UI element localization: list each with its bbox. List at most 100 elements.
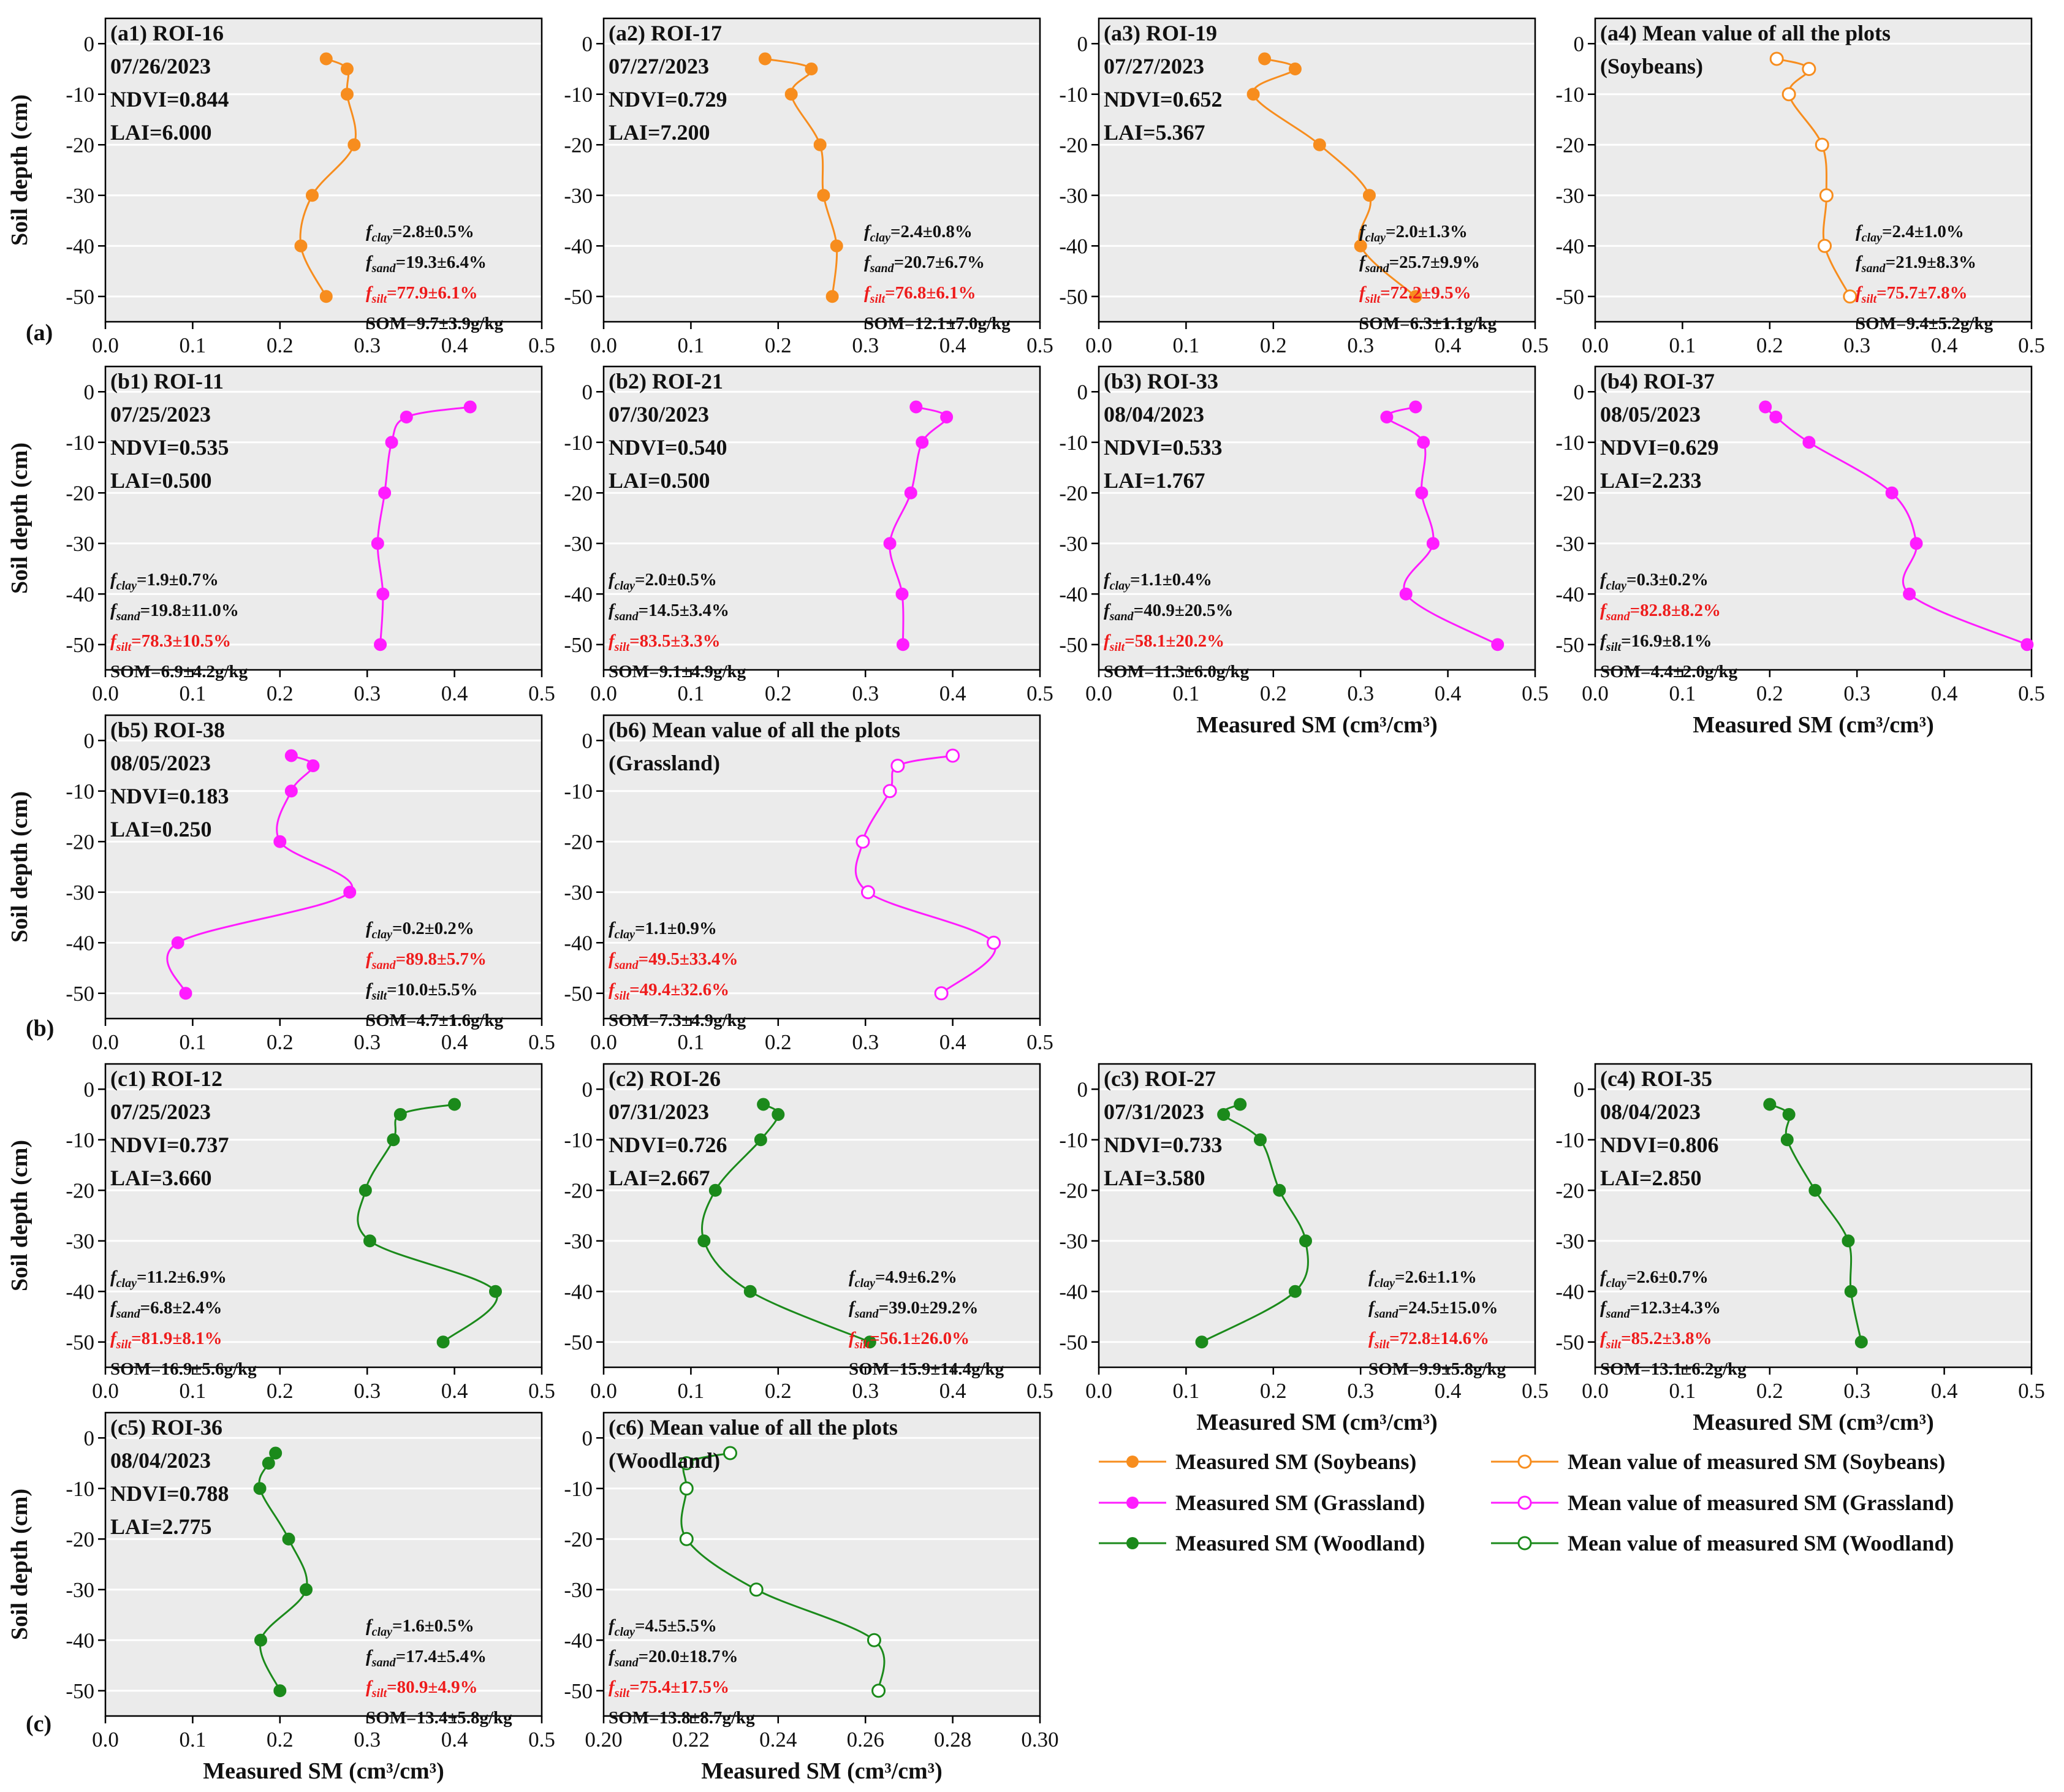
y-axis-label: Soil depth (cm) xyxy=(7,791,32,943)
x-axis-label: Measured SM (cm³/cm³) xyxy=(1693,1410,1934,1435)
x-axis-label: Measured SM (cm³/cm³) xyxy=(1196,1410,1438,1435)
data-point xyxy=(697,1234,711,1248)
fraction-subscript: sand xyxy=(614,610,639,623)
som-value: SOM=11.3±6.0g/kg xyxy=(1104,662,1250,681)
som-value: SOM=4.4±2.0g/kg xyxy=(1600,662,1738,681)
fraction-subscript: sand xyxy=(1606,1307,1631,1321)
fraction-subscript: silt xyxy=(116,640,132,654)
fraction-value: =72.8±14.6% xyxy=(1389,1329,1489,1348)
y-tick-label: -30 xyxy=(1059,532,1088,556)
panel-title-line: LAI=0.250 xyxy=(110,817,212,841)
x-tick-label: 0.30 xyxy=(1021,1728,1058,1752)
fraction-value: =1.6±0.5% xyxy=(392,1616,474,1636)
y-tick-label: 0 xyxy=(1574,380,1585,404)
x-tick-label: 0.0 xyxy=(590,681,617,705)
fraction-subscript: clay xyxy=(372,231,392,245)
y-tick-label: -20 xyxy=(564,1527,593,1551)
x-tick-label: 0.5 xyxy=(528,681,555,705)
y-tick-label: -30 xyxy=(66,532,94,556)
fraction-subscript: sand xyxy=(371,1656,396,1669)
data-point xyxy=(306,759,320,772)
y-tick-label: -30 xyxy=(1059,1229,1088,1253)
data-point xyxy=(882,784,897,799)
data-point xyxy=(934,986,949,1001)
x-tick-label: 0.3 xyxy=(852,681,879,705)
data-point xyxy=(1409,290,1422,303)
plot-background xyxy=(604,1413,1040,1716)
x-tick-label: 0.4 xyxy=(441,1379,468,1403)
y-tick-label: 0 xyxy=(84,729,95,753)
fraction-value: =19.3±6.4% xyxy=(396,252,487,272)
data-point xyxy=(1273,1183,1286,1197)
y-tick-label: -50 xyxy=(564,285,593,309)
fraction-subscript: clay xyxy=(372,928,392,941)
plot-background xyxy=(604,18,1040,322)
panel-title-line: 07/25/2023 xyxy=(110,402,211,427)
soil-fraction-silt: fsilt=49.4±32.6% xyxy=(609,980,729,1003)
x-tick-label: 0.4 xyxy=(441,681,468,705)
data-point xyxy=(489,1285,503,1298)
x-tick-label: 0.3 xyxy=(1347,681,1374,705)
x-tick-label: 0.0 xyxy=(590,1379,617,1403)
data-point xyxy=(1399,587,1413,601)
data-point xyxy=(1288,1285,1302,1298)
x-tick-label: 0.0 xyxy=(1085,333,1112,357)
y-tick-label: -40 xyxy=(1555,582,1584,606)
x-tick-label: 0.2 xyxy=(765,333,792,357)
data-point xyxy=(1253,1133,1267,1147)
fraction-value: =78.3±10.5% xyxy=(131,631,231,651)
som-value: SOM=9.9±5.8g/kg xyxy=(1368,1359,1506,1379)
x-tick-label: 0.1 xyxy=(180,1728,207,1752)
fraction-value: =39.0±29.2% xyxy=(879,1298,979,1318)
x-tick-label: 0.4 xyxy=(939,1379,966,1403)
x-tick-label: 0.4 xyxy=(1435,681,1462,705)
soil-fraction-sand: fsand=49.5±33.4% xyxy=(609,949,738,972)
y-tick-label: -30 xyxy=(1059,184,1088,208)
y-tick-label: -30 xyxy=(564,184,593,208)
y-tick-label: -30 xyxy=(1555,532,1584,556)
panel-title-line: LAI=7.200 xyxy=(609,120,710,145)
panel-c1: 0 -10 -20 -30 -40 -50 0.0 0.1 0.2 0.3 0.4 0.5 Soil d… xyxy=(7,1063,555,1403)
data-point xyxy=(359,1183,372,1197)
data-point xyxy=(1491,638,1504,651)
data-point xyxy=(448,1098,461,1111)
x-tick-label: 0.5 xyxy=(528,1728,555,1752)
data-point xyxy=(1299,1234,1312,1248)
y-tick-label: -30 xyxy=(66,1578,94,1602)
panel-title-line: NDVI=0.535 xyxy=(110,435,229,460)
panel-title-line: NDVI=0.629 xyxy=(1600,435,1719,460)
y-tick-label: -10 xyxy=(1555,83,1584,107)
data-point xyxy=(871,1684,886,1698)
fraction-value: =56.1±26.0% xyxy=(870,1329,969,1348)
legend-item: Mean value of measured SM (Grassland) xyxy=(1491,1490,1954,1515)
panel-b6: 0 -10 -20 -30 -40 -50 0.0 0.1 0.2 0.3 0.4 0.5 (b6) M… xyxy=(564,714,1053,1054)
y-tick-label: -20 xyxy=(564,1179,593,1202)
fraction-value: =2.0±0.5% xyxy=(635,570,717,590)
x-tick-label: 0.2 xyxy=(1756,333,1783,357)
fraction-subscript: silt xyxy=(371,989,388,1003)
panel-title-line: LAI=2.775 xyxy=(110,1514,212,1539)
x-tick-label: 0.0 xyxy=(92,1379,119,1403)
panel-title-line: NDVI=0.788 xyxy=(110,1481,229,1506)
y-tick-label: -30 xyxy=(1555,1229,1584,1253)
data-point xyxy=(1769,51,1784,66)
y-tick-label: -10 xyxy=(1555,431,1584,455)
data-point xyxy=(2020,638,2034,651)
fraction-value: =89.8±5.7% xyxy=(396,949,487,969)
legend-marker xyxy=(1126,1497,1139,1509)
plot-frame xyxy=(104,1063,543,1369)
x-tick-label: 0.1 xyxy=(180,1379,207,1403)
soil-fraction-silt: fsilt=77.9±6.1% xyxy=(366,283,478,306)
fraction-value: =24.5±15.0% xyxy=(1398,1298,1498,1318)
panel-title-line: (c5) ROI-36 xyxy=(110,1415,222,1440)
data-point xyxy=(387,1133,400,1147)
soil-fraction-silt: fsilt=58.1±20.2% xyxy=(1104,631,1224,654)
x-tick-label: 0.5 xyxy=(1026,681,1053,705)
x-tick-label: 0.5 xyxy=(2018,333,2045,357)
fraction-subscript: silt xyxy=(614,640,631,654)
y-tick-label: -20 xyxy=(1059,133,1088,157)
panel-b1: 0 -10 -20 -30 -40 -50 0.0 0.1 0.2 0.3 0.4 0.5 Soil d… xyxy=(7,365,555,705)
data-point xyxy=(385,436,398,449)
fraction-subscript: silt xyxy=(371,292,388,306)
y-tick-label: -40 xyxy=(66,582,94,606)
